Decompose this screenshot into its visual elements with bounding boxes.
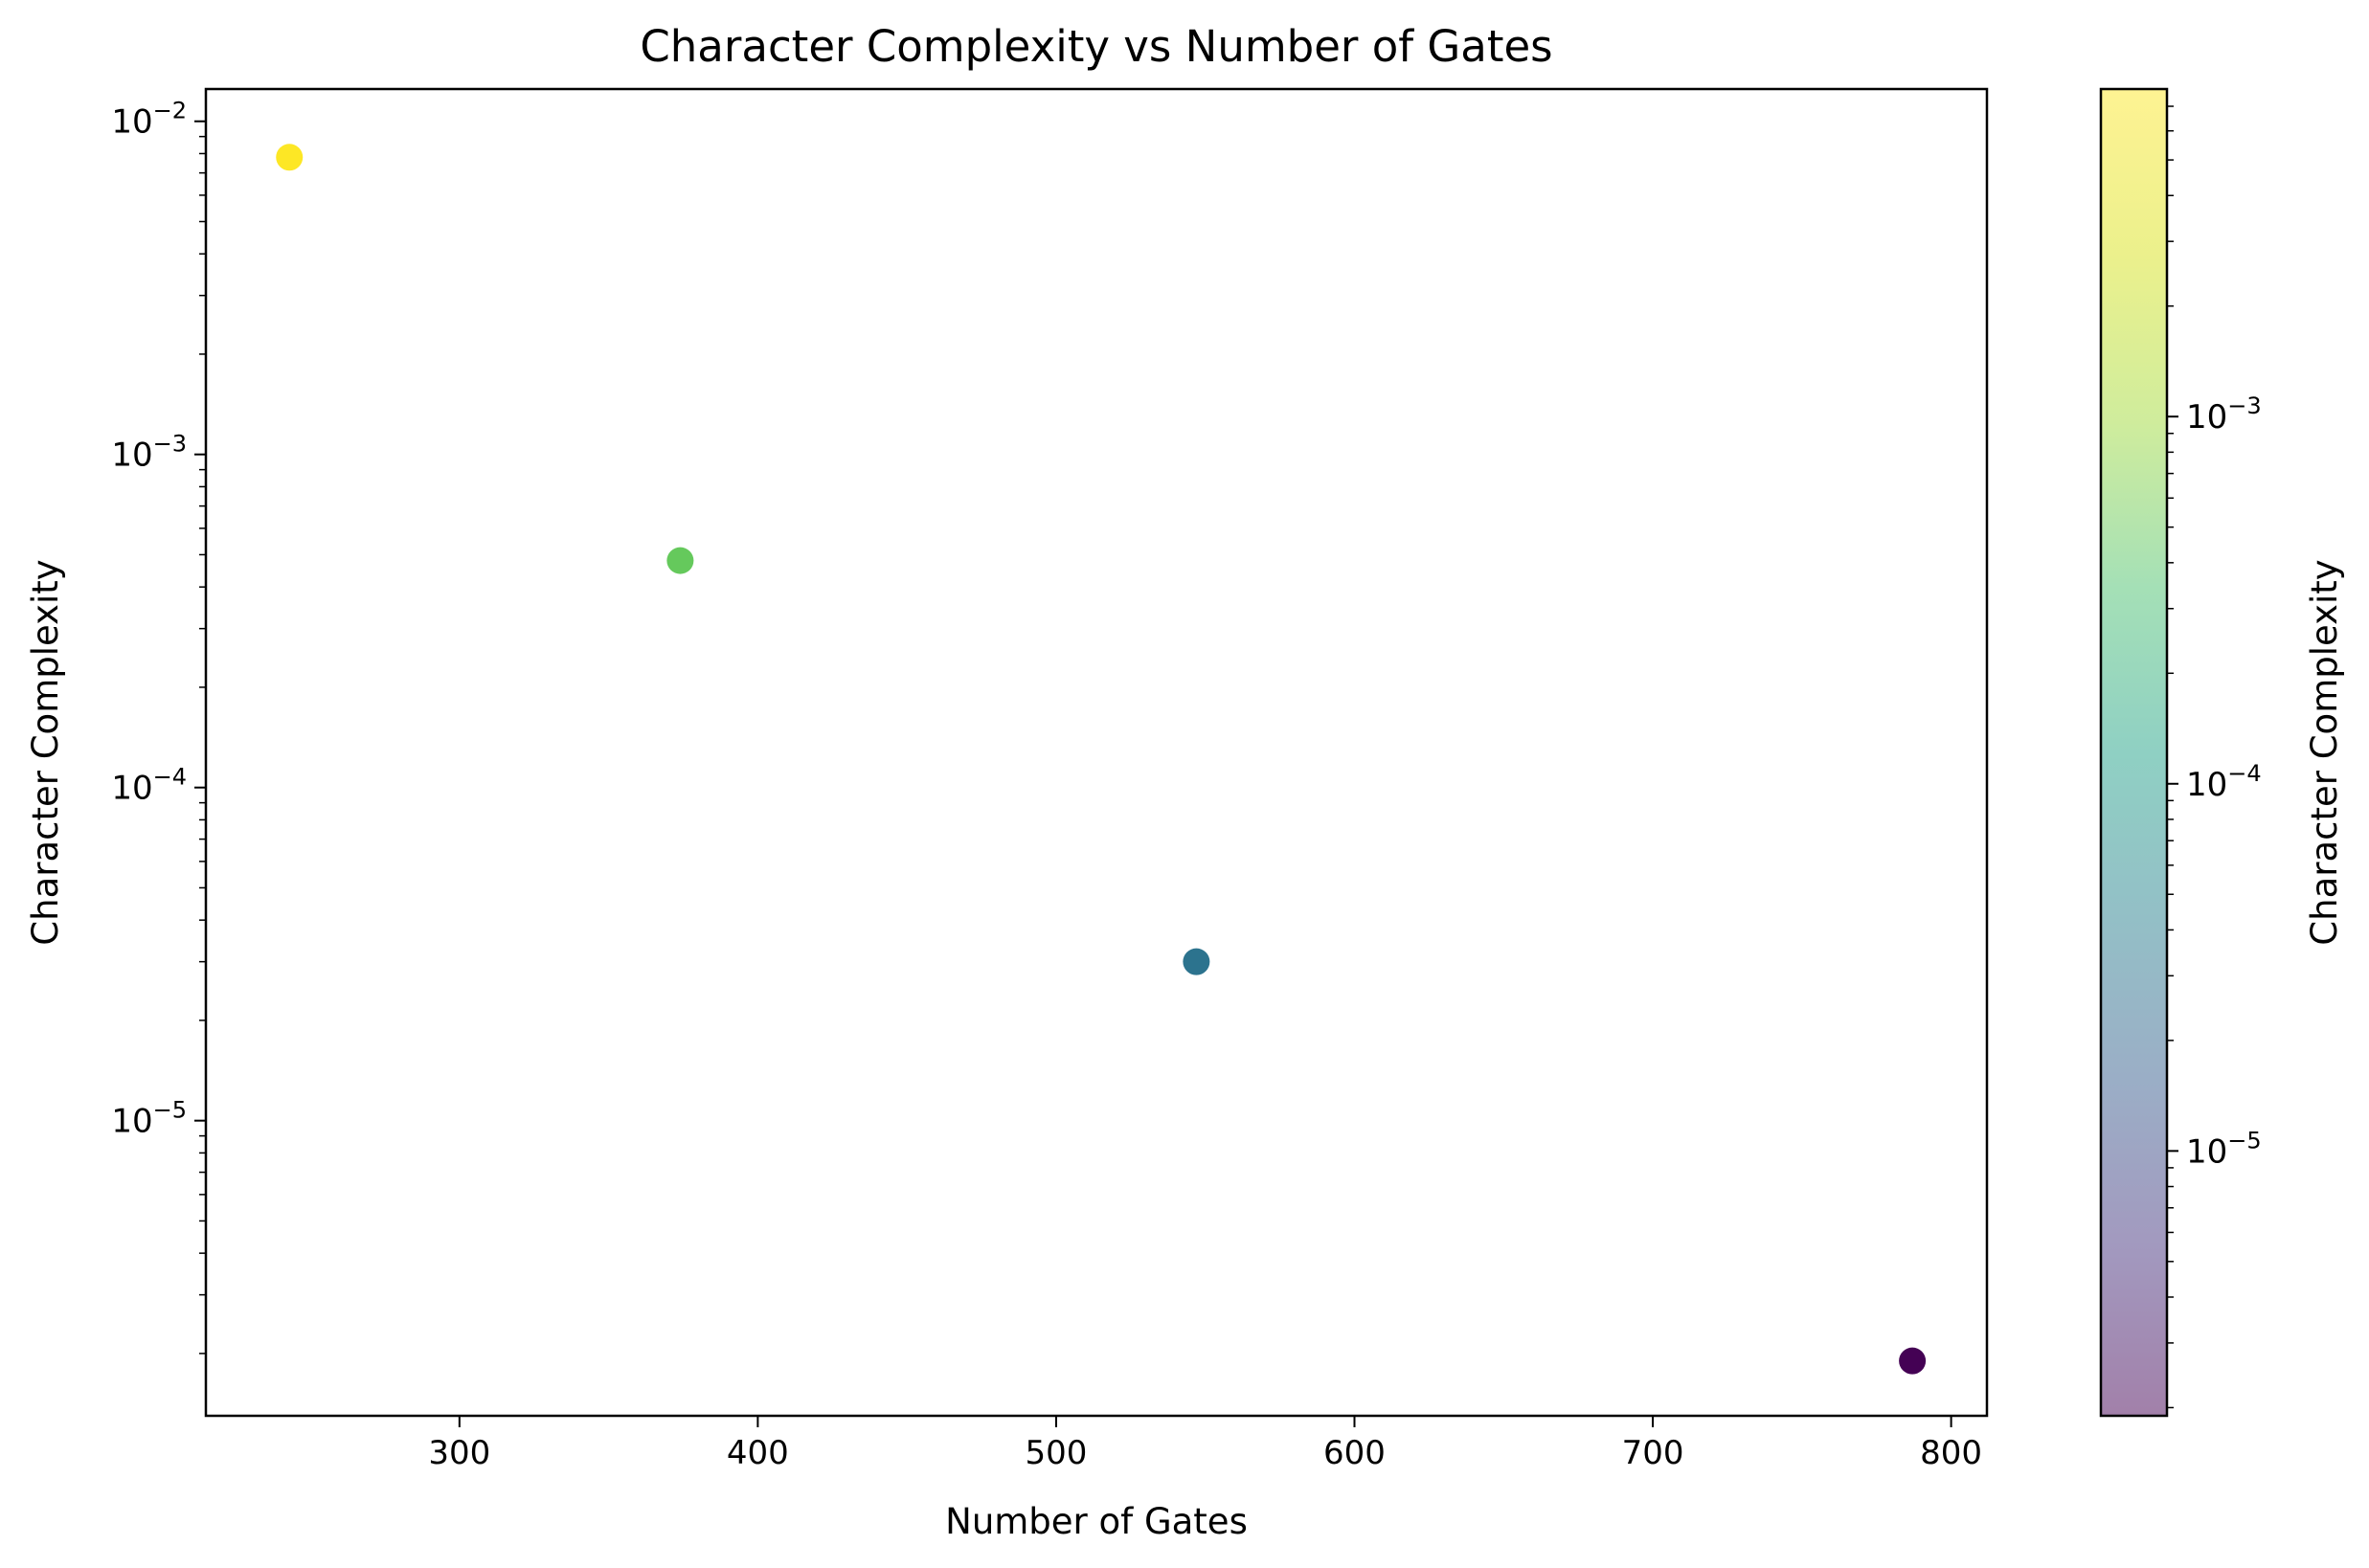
x-tick-label: 400 bbox=[727, 1434, 789, 1472]
data-point bbox=[1899, 1347, 1927, 1375]
colorbar-title: Character Complexity bbox=[2304, 559, 2345, 945]
y-tick-label: 10−3 bbox=[111, 431, 187, 475]
x-tick-label: 800 bbox=[1920, 1434, 1982, 1472]
data-point bbox=[276, 144, 304, 171]
x-tick-label: 700 bbox=[1622, 1434, 1684, 1472]
colorbar-gradient bbox=[2101, 89, 2167, 1416]
y-tick-label: 10−5 bbox=[111, 1097, 187, 1141]
data-points bbox=[276, 144, 1927, 1375]
x-tick-label: 300 bbox=[428, 1434, 490, 1472]
y-tick-label: 10−4 bbox=[111, 764, 187, 808]
chart-title: Character Complexity vs Number of Gates bbox=[640, 21, 1552, 72]
colorbar-tick-label: 10−3 bbox=[2186, 392, 2262, 437]
plot-frame bbox=[204, 87, 1989, 1418]
x-tick-label: 500 bbox=[1025, 1434, 1087, 1472]
colorbar-axis: 10−5 10−4 10−3 bbox=[2167, 105, 2262, 1409]
colorbar: 10−5 10−4 10−3 Character Complexity bbox=[2099, 87, 2345, 1418]
colorbar-tick-label: 10−5 bbox=[2186, 1127, 2262, 1171]
x-axis: 300 400 500 600 700 800 bbox=[428, 1416, 1982, 1472]
y-axis: 10−5 10−4 10−3 10−2 bbox=[111, 98, 206, 1355]
y-axis-title: Character Complexity bbox=[25, 559, 66, 945]
plot-area bbox=[206, 89, 1987, 1416]
x-tick-label: 600 bbox=[1323, 1434, 1386, 1472]
x-axis-title: Number of Gates bbox=[945, 1501, 1248, 1542]
colorbar-frame bbox=[2099, 87, 2169, 1418]
colorbar-tick-label: 10−4 bbox=[2186, 760, 2262, 804]
y-tick-label: 10−2 bbox=[111, 98, 187, 142]
data-point bbox=[666, 547, 694, 574]
data-point bbox=[1183, 948, 1210, 975]
